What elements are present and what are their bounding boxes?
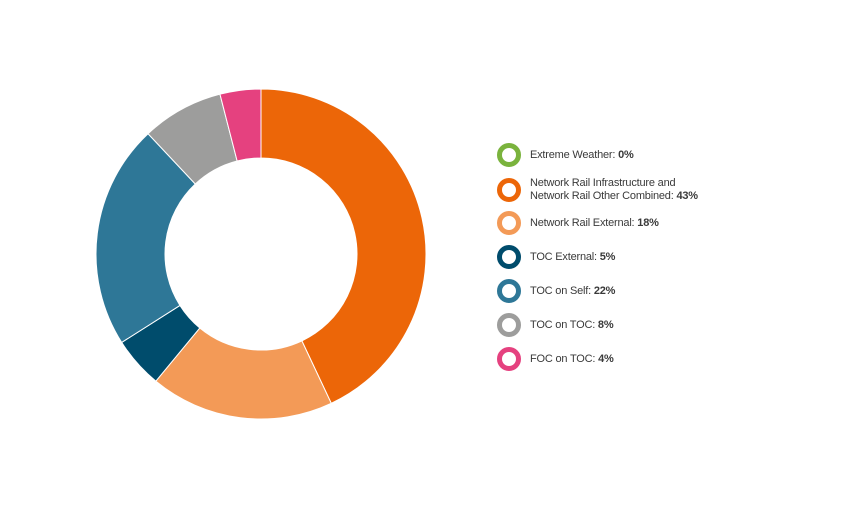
legend-value-foc-on-toc: 4%	[598, 352, 614, 365]
legend-item-network-rail-combined: Network Rail Infrastructure and Network …	[497, 177, 698, 203]
legend-swatch-network-rail-external	[497, 211, 521, 235]
legend-value-toc-on-toc: 8%	[597, 318, 614, 331]
donut-slice-4	[95, 133, 196, 344]
legend-swatch-foc-on-toc	[497, 347, 521, 371]
legend-value-toc-external: 5%	[599, 250, 616, 263]
legend-label-network-rail-combined: Network Rail Infrastructure and Network …	[530, 177, 676, 202]
legend-label-toc-external: TOC External:	[530, 250, 597, 263]
legend-value-network-rail-combined: 43%	[676, 190, 698, 202]
donut-slice-6	[219, 88, 262, 162]
legend-swatch-extreme-weather	[497, 143, 521, 167]
legend-item-toc-external: TOC External: 5%	[497, 245, 615, 269]
legend-value-network-rail-external: 18%	[637, 216, 659, 229]
donut-slice-1	[260, 88, 427, 404]
legend-item-toc-on-toc: TOC on TOC: 8%	[497, 313, 614, 337]
legend-value-toc-on-self: 22%	[593, 284, 616, 297]
legend-label-foc-on-toc: FOC on TOC:	[530, 352, 596, 365]
legend-item-toc-on-self: TOC on Self: 22%	[497, 279, 615, 303]
legend-swatch-toc-on-toc	[497, 313, 521, 337]
legend-label-network-rail-external: Network Rail External:	[530, 216, 635, 229]
legend-label-toc-on-self: TOC on Self:	[530, 284, 591, 297]
legend-swatch-toc-external	[497, 245, 521, 269]
legend-swatch-network-rail-combined	[497, 178, 521, 202]
legend-value-extreme-weather: 0%	[618, 148, 634, 161]
legend-label-extreme-weather: Extreme Weather:	[530, 148, 616, 161]
legend-label-toc-on-toc: TOC on TOC:	[530, 318, 596, 331]
legend-item-network-rail-external: Network Rail External: 18%	[497, 211, 659, 235]
legend-item-foc-on-toc: FOC on TOC: 4%	[497, 347, 614, 371]
legend-item-extreme-weather: Extreme Weather: 0%	[497, 143, 634, 167]
legend-swatch-toc-on-self	[497, 279, 521, 303]
